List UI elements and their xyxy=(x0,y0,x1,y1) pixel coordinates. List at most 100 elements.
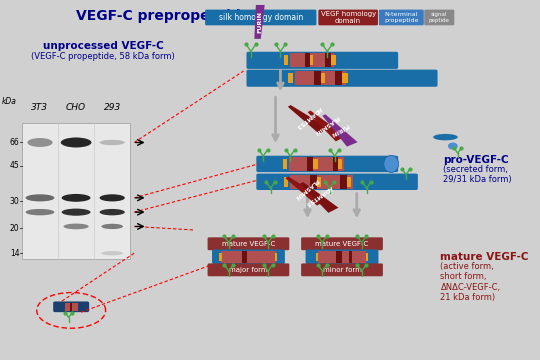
Text: 30: 30 xyxy=(10,197,19,206)
Bar xyxy=(316,177,321,186)
FancyBboxPatch shape xyxy=(301,264,383,276)
Text: mature VEGF-C: mature VEGF-C xyxy=(222,241,275,247)
Text: major form: major form xyxy=(229,267,268,273)
Ellipse shape xyxy=(99,209,125,215)
Bar xyxy=(65,303,78,311)
Ellipse shape xyxy=(384,156,399,172)
Text: unprocessed VEGF-C: unprocessed VEGF-C xyxy=(43,41,164,51)
Text: 3T3: 3T3 xyxy=(31,103,49,112)
FancyBboxPatch shape xyxy=(205,10,316,25)
Bar xyxy=(22,123,130,258)
Bar xyxy=(325,53,331,67)
Bar xyxy=(310,55,313,65)
Bar xyxy=(333,157,338,171)
Bar xyxy=(310,175,316,189)
Bar xyxy=(342,73,348,83)
Text: VEGF-C prepropeptide: VEGF-C prepropeptide xyxy=(76,9,250,23)
Bar xyxy=(318,251,366,263)
Text: CHO: CHO xyxy=(66,103,86,112)
Text: 66: 66 xyxy=(10,138,19,147)
Bar xyxy=(290,175,353,189)
Text: 20: 20 xyxy=(10,224,19,233)
Text: (secreted form,
29/31 kDa form): (secreted form, 29/31 kDa form) xyxy=(443,165,511,184)
Ellipse shape xyxy=(28,138,52,147)
Bar xyxy=(290,53,334,67)
Ellipse shape xyxy=(448,143,458,150)
Ellipse shape xyxy=(60,138,91,148)
Polygon shape xyxy=(308,111,346,141)
Bar xyxy=(275,253,278,261)
Bar xyxy=(340,175,347,189)
Text: FURIN: FURIN xyxy=(330,122,350,136)
Text: ADAMTS3: ADAMTS3 xyxy=(295,105,322,130)
Text: ADAMTS3: ADAMTS3 xyxy=(305,184,334,207)
Text: (VEGF-C propeptide, 58 kDa form): (VEGF-C propeptide, 58 kDa form) xyxy=(31,52,175,61)
Text: mature VEGF-C: mature VEGF-C xyxy=(441,252,529,262)
Text: N-terminal
propeptide: N-terminal propeptide xyxy=(384,12,418,23)
Bar xyxy=(347,177,351,186)
Bar xyxy=(221,251,276,263)
Ellipse shape xyxy=(99,140,125,145)
Ellipse shape xyxy=(25,194,55,202)
FancyBboxPatch shape xyxy=(301,237,383,250)
Bar xyxy=(288,73,293,83)
Bar xyxy=(338,159,342,169)
Ellipse shape xyxy=(102,224,123,229)
Text: PLASMIN: PLASMIN xyxy=(293,178,319,201)
Text: 293: 293 xyxy=(104,103,121,112)
Bar xyxy=(313,159,318,169)
FancyBboxPatch shape xyxy=(53,301,89,312)
Ellipse shape xyxy=(62,208,91,216)
Bar xyxy=(366,253,368,261)
Bar xyxy=(305,53,310,67)
Bar xyxy=(316,253,318,261)
Polygon shape xyxy=(288,105,329,134)
Bar xyxy=(219,253,221,261)
FancyBboxPatch shape xyxy=(379,10,424,25)
Text: VEGF homology
domain: VEGF homology domain xyxy=(321,11,376,24)
Ellipse shape xyxy=(25,209,55,215)
Text: 45: 45 xyxy=(10,161,19,170)
FancyBboxPatch shape xyxy=(256,174,418,190)
Text: signal
peptide: signal peptide xyxy=(429,12,450,23)
Text: minor form: minor form xyxy=(322,267,361,273)
FancyBboxPatch shape xyxy=(246,52,398,69)
Bar xyxy=(289,157,344,171)
Ellipse shape xyxy=(99,194,125,202)
FancyBboxPatch shape xyxy=(246,69,437,87)
FancyBboxPatch shape xyxy=(256,156,398,172)
Text: mature VEGF-C: mature VEGF-C xyxy=(315,241,369,247)
Polygon shape xyxy=(322,114,357,147)
Bar xyxy=(314,71,321,85)
Text: (active form,
short form,
ΔNΔC-VEGF-C,
21 kDa form): (active form, short form, ΔNΔC-VEGF-C, 2… xyxy=(441,262,501,302)
Bar xyxy=(334,71,342,85)
Bar xyxy=(336,251,342,263)
FancyBboxPatch shape xyxy=(207,264,289,276)
Polygon shape xyxy=(254,5,265,39)
FancyBboxPatch shape xyxy=(212,249,285,264)
FancyBboxPatch shape xyxy=(319,10,378,25)
Text: PLASMIN: PLASMIN xyxy=(313,114,340,135)
Text: FURIN: FURIN xyxy=(258,11,263,33)
FancyBboxPatch shape xyxy=(424,10,454,25)
Bar xyxy=(349,251,352,263)
Ellipse shape xyxy=(62,194,91,202)
FancyBboxPatch shape xyxy=(306,249,379,264)
Bar xyxy=(70,303,72,311)
FancyBboxPatch shape xyxy=(207,237,289,250)
Bar xyxy=(331,55,336,65)
Bar xyxy=(307,157,313,171)
Text: silk homology domain: silk homology domain xyxy=(219,13,303,22)
Ellipse shape xyxy=(64,224,89,229)
Bar xyxy=(321,73,325,83)
Ellipse shape xyxy=(102,251,123,255)
Text: kDa: kDa xyxy=(2,97,17,106)
Bar xyxy=(283,159,287,169)
Ellipse shape xyxy=(433,134,458,140)
Text: 14: 14 xyxy=(10,249,19,258)
Polygon shape xyxy=(285,176,327,206)
Bar xyxy=(241,251,247,263)
Polygon shape xyxy=(300,182,339,213)
Bar xyxy=(295,71,346,85)
Bar xyxy=(284,177,288,186)
